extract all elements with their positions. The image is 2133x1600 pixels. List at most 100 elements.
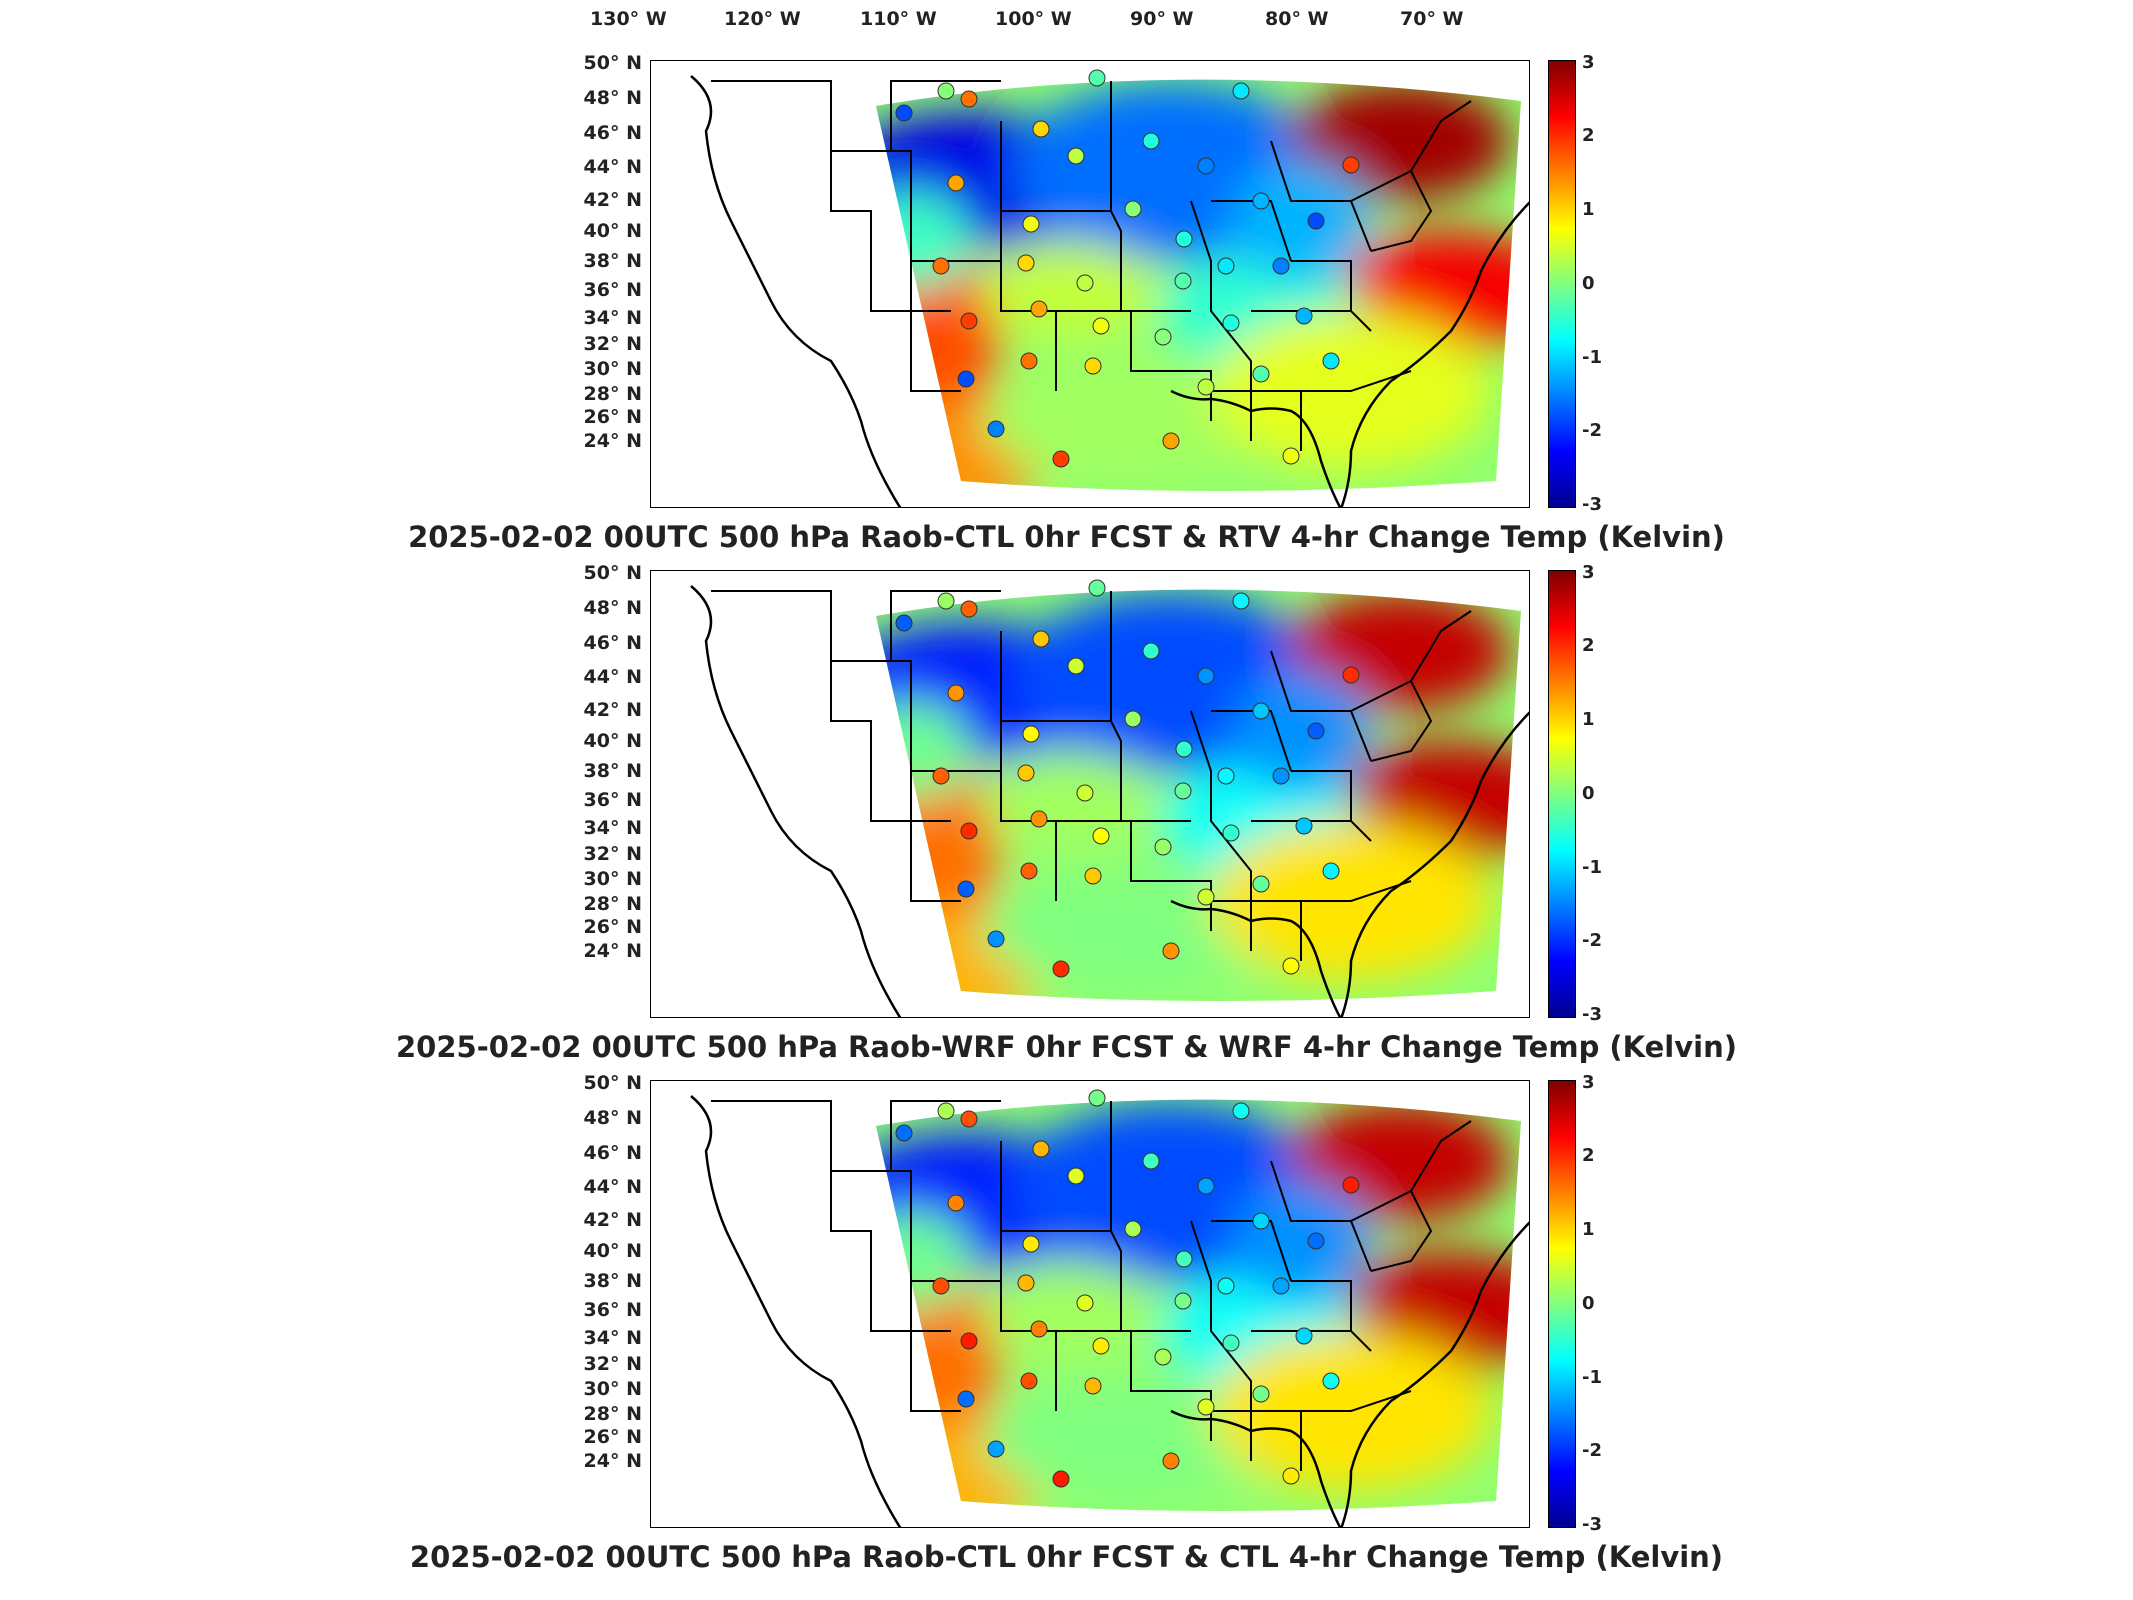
raob-station-marker — [1307, 1232, 1325, 1250]
colorbar-tick-label: 3 — [1582, 562, 1595, 583]
colorbar-tick-label: -1 — [1582, 347, 1602, 368]
longitude-axis: 130° W 120° W 110° W 100° W 90° W 80° W 70° W — [0, 0, 2133, 60]
map-panel-3: 50° N 48° N 46° N 44° N 42° N 40° N 38° N 36° N… — [0, 1072, 2133, 1590]
raob-station-marker — [1088, 69, 1106, 87]
raob-station-marker — [987, 1440, 1005, 1458]
raob-station-marker — [1272, 257, 1290, 275]
raob-station-marker — [1076, 274, 1094, 292]
lat-label: 28° N — [583, 383, 642, 405]
raob-station-marker — [1092, 317, 1110, 335]
field-anomaly — [981, 241, 1161, 341]
lat-label: 30° N — [583, 868, 642, 890]
raob-station-marker — [1067, 147, 1085, 165]
raob-station-marker — [932, 767, 950, 785]
raob-station-marker — [1076, 784, 1094, 802]
lat-label: 46° N — [583, 122, 642, 144]
raob-station-marker — [960, 822, 978, 840]
lat-label: 38° N — [583, 250, 642, 272]
lat-label: 36° N — [583, 279, 642, 301]
raob-station-marker — [937, 82, 955, 100]
lat-label: 50° N — [583, 52, 642, 74]
raob-station-marker — [1217, 257, 1235, 275]
raob-station-marker — [1162, 942, 1180, 960]
raob-station-marker — [1052, 450, 1070, 468]
raob-station-marker — [947, 1194, 965, 1212]
raob-station-marker — [1032, 1140, 1050, 1158]
raob-station-marker — [960, 1332, 978, 1350]
lat-label: 34° N — [583, 1327, 642, 1349]
lat-label: 42° N — [583, 699, 642, 721]
lon-label: 70° W — [1400, 8, 1464, 30]
lat-label: 34° N — [583, 307, 642, 329]
raob-station-marker — [1020, 352, 1038, 370]
lat-label: 44° N — [583, 1176, 642, 1198]
raob-station-marker — [1322, 862, 1340, 880]
raob-station-marker — [987, 930, 1005, 948]
raob-station-marker — [960, 600, 978, 618]
colorbar-tick-label: 2 — [1582, 125, 1595, 146]
colorbar — [1548, 570, 1576, 1018]
colorbar-tick-label: 1 — [1582, 709, 1595, 730]
raob-station-marker — [1175, 230, 1193, 248]
raob-station-marker — [957, 880, 975, 898]
lat-label: 50° N — [583, 562, 642, 584]
raob-station-marker — [1272, 1277, 1290, 1295]
raob-station-marker — [1252, 192, 1270, 210]
raob-station-marker — [1197, 378, 1215, 396]
colorbar-tick-label: 0 — [1582, 273, 1595, 294]
lat-label: 30° N — [583, 1378, 642, 1400]
colorbar-tick-label: 0 — [1582, 1293, 1595, 1314]
raob-station-marker — [1175, 1250, 1193, 1268]
raob-station-marker — [1020, 862, 1038, 880]
raob-station-marker — [1342, 156, 1360, 174]
colorbar-tick-label: -3 — [1582, 1514, 1602, 1535]
coastline — [690, 585, 1529, 1017]
raob-station-marker — [1307, 212, 1325, 230]
raob-station-marker — [1067, 657, 1085, 675]
lat-label: 24° N — [583, 940, 642, 962]
field-anomaly — [1231, 161, 1371, 281]
raob-station-marker — [1154, 328, 1172, 346]
raob-station-marker — [1282, 1467, 1300, 1485]
raob-station-marker — [932, 1277, 950, 1295]
field-anomaly — [981, 1261, 1161, 1361]
lat-label: 36° N — [583, 789, 642, 811]
raob-station-marker — [947, 174, 965, 192]
raob-station-marker — [1307, 722, 1325, 740]
lat-label: 28° N — [583, 1403, 642, 1425]
field-anomaly — [1231, 1181, 1371, 1301]
lat-label: 42° N — [583, 1209, 642, 1231]
field-anomaly — [981, 751, 1161, 851]
colorbar-tick-label: 1 — [1582, 199, 1595, 220]
raob-station-marker — [1217, 767, 1235, 785]
raob-station-marker — [1222, 824, 1240, 842]
raob-station-marker — [1154, 1348, 1172, 1366]
raob-station-marker — [1022, 725, 1040, 743]
map-panel-2: 50° N 48° N 46° N 44° N 42° N 40° N 38° N 36° N… — [0, 562, 2133, 1080]
raob-station-marker — [1088, 579, 1106, 597]
raob-station-marker — [1017, 1274, 1035, 1292]
raob-station-marker — [960, 1110, 978, 1128]
lat-label: 30° N — [583, 358, 642, 380]
raob-station-marker — [1162, 432, 1180, 450]
raob-station-marker — [1222, 314, 1240, 332]
raob-station-marker — [987, 420, 1005, 438]
colorbar-tick-label: 3 — [1582, 52, 1595, 73]
raob-station-marker — [1232, 82, 1250, 100]
colorbar-tick-label: -2 — [1582, 930, 1602, 951]
lon-label: 90° W — [1130, 8, 1194, 30]
state-borders — [711, 590, 1472, 961]
lat-label: 50° N — [583, 1072, 642, 1094]
raob-station-marker — [937, 1102, 955, 1120]
raob-station-marker — [957, 370, 975, 388]
raob-station-marker — [1162, 1452, 1180, 1470]
lat-label: 36° N — [583, 1299, 642, 1321]
raob-station-marker — [1084, 1377, 1102, 1395]
raob-station-marker — [1342, 666, 1360, 684]
lat-label: 38° N — [583, 1270, 642, 1292]
raob-station-marker — [1282, 447, 1300, 465]
raob-station-marker — [1197, 888, 1215, 906]
raob-station-marker — [1175, 740, 1193, 758]
lat-label: 32° N — [583, 843, 642, 865]
state-borders — [711, 1100, 1472, 1471]
